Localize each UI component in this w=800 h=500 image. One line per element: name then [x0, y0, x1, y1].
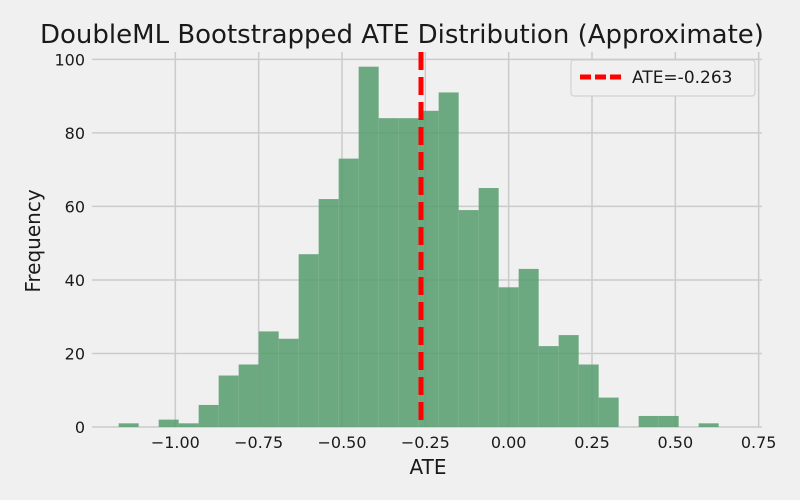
histogram-bar	[658, 415, 679, 427]
y-tick-label: 20	[65, 344, 85, 363]
histogram-bar	[118, 423, 139, 427]
histogram-bar	[238, 364, 259, 427]
histogram-bar	[418, 110, 439, 427]
histogram-bar	[578, 364, 599, 427]
histogram-bar	[538, 346, 559, 427]
histogram-bar	[458, 210, 479, 427]
y-tick-label: 40	[65, 271, 85, 290]
x-tick-label: −0.25	[401, 433, 450, 452]
histogram-bar	[518, 268, 539, 427]
x-tick-label: 0.50	[658, 433, 694, 452]
chart-title: DoubleML Bootstrapped ATE Distribution (…	[40, 20, 764, 50]
x-tick-labels: −1.00 −0.75 −0.50 −0.25 0.00 0.25 0.50 0.75	[151, 433, 777, 452]
x-axis-label: ATE	[410, 455, 447, 479]
y-tick-labels: 0 20 40 60 80 100	[54, 50, 85, 437]
histogram-bar	[178, 423, 199, 427]
y-tick-label: 80	[65, 124, 85, 143]
y-axis-label: Frequency	[21, 189, 45, 292]
x-tick-label: −1.00	[151, 433, 200, 452]
histogram-bar	[298, 254, 319, 427]
histogram-bar	[558, 335, 579, 427]
x-tick-label: −0.75	[234, 433, 283, 452]
histogram-bar	[478, 188, 499, 427]
histogram-bars	[118, 66, 719, 428]
histogram-bar	[498, 287, 519, 427]
y-tick-label: 0	[75, 418, 85, 437]
legend: ATE=-0.263	[570, 59, 756, 97]
histogram-bar	[378, 118, 399, 428]
y-tick-label: 100	[54, 50, 85, 69]
histogram-bar	[598, 397, 619, 427]
histogram-bar	[318, 199, 339, 427]
histogram-bar	[158, 419, 179, 427]
histogram-bar	[218, 375, 239, 427]
x-tick-label: 0.75	[741, 433, 777, 452]
histogram-bar	[438, 92, 459, 428]
histogram-bar	[638, 415, 659, 427]
histogram-bar	[278, 338, 299, 427]
histogram-bar	[698, 423, 719, 427]
histogram-bar	[358, 66, 379, 428]
x-tick-label: 0.00	[491, 433, 527, 452]
legend-box	[570, 59, 756, 97]
histogram-bar	[338, 158, 359, 427]
y-tick-label: 60	[65, 197, 85, 216]
histogram-bar	[198, 404, 219, 427]
legend-ate-label: ATE=-0.263	[632, 68, 732, 88]
x-tick-label: 0.25	[574, 433, 610, 452]
x-tick-label: −0.50	[317, 433, 366, 452]
histogram-bar	[258, 331, 279, 427]
histogram-bar	[398, 118, 419, 428]
